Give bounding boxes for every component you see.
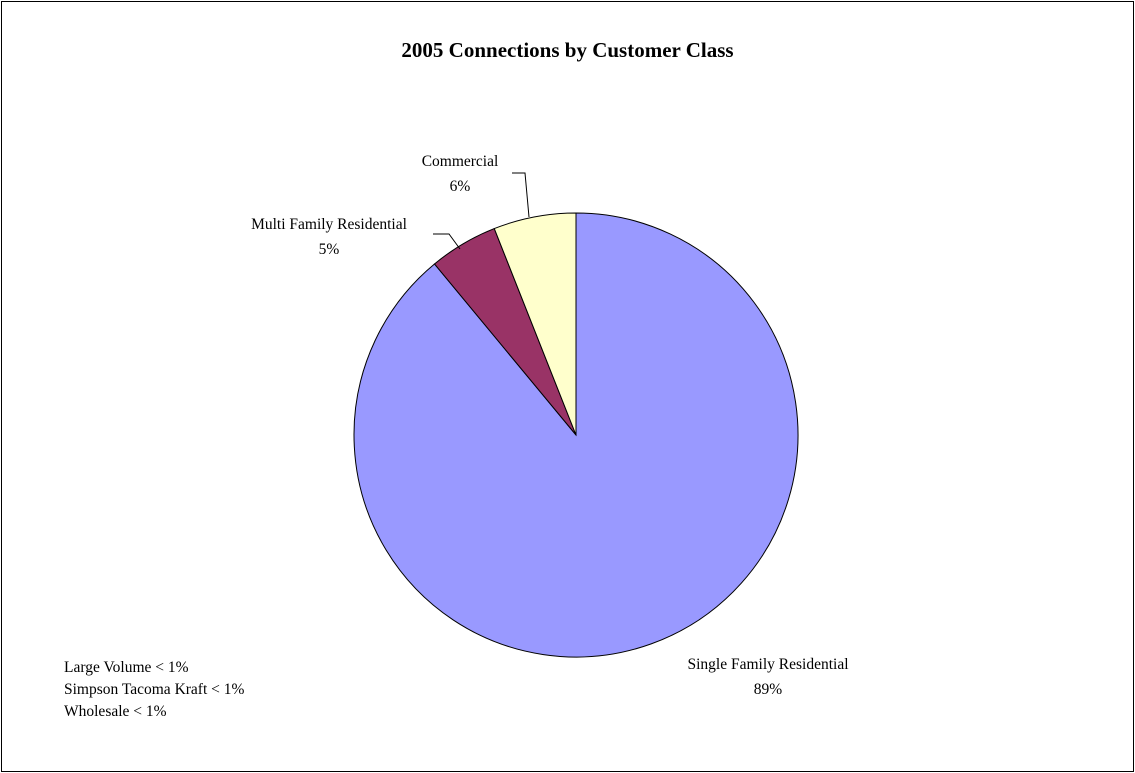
slice-name-label: Single Family Residential	[687, 656, 848, 673]
leader-line-multi-family-residential	[433, 233, 461, 250]
slice-name-label: Multi Family Residential	[251, 216, 407, 233]
slice-percent-label: 89%	[754, 681, 783, 698]
slice-percent-label: 5%	[319, 241, 340, 258]
pie-slice-commercial	[493, 212, 577, 436]
leader-line-commercial	[512, 172, 530, 218]
slice-percent-label: 6%	[450, 178, 471, 195]
slice-name-label: Commercial	[422, 153, 499, 170]
minor-class-notes: Large Volume < 1% Simpson Tacoma Kraft <…	[64, 657, 244, 723]
note-large-volume: Large Volume < 1%	[64, 659, 189, 676]
note-simpson-tacoma-kraft: Simpson Tacoma Kraft < 1%	[64, 681, 245, 698]
chart-title: 2005 Connections by Customer Class	[401, 38, 734, 62]
note-wholesale: Wholesale < 1%	[64, 703, 167, 720]
